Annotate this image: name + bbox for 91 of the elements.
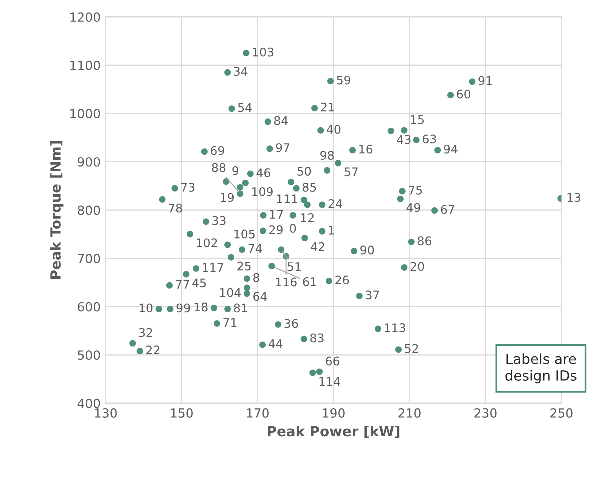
annotation: 20: [410, 262, 424, 272]
annotation: 78: [169, 204, 182, 213]
annotation: 73: [182, 183, 195, 192]
annotation: 36: [284, 319, 298, 328]
annotation: 116: [276, 278, 297, 287]
annotation: 91: [478, 76, 492, 86]
annotation: 44: [268, 340, 283, 348]
x-tick-label: 230: [474, 408, 497, 418]
annotation: 21: [321, 102, 334, 112]
x-tick-label: 210: [398, 408, 421, 418]
annotation: 117: [203, 263, 224, 272]
annotation: 25: [238, 262, 251, 271]
annotation: 49: [406, 203, 420, 212]
annotation: 85: [302, 183, 316, 192]
annotation: 88: [212, 163, 226, 172]
annotation: 8: [254, 273, 260, 282]
annotation: 34: [234, 67, 248, 76]
annotation: 1: [329, 226, 334, 235]
annotation: 22: [146, 346, 160, 355]
annotation: 75: [409, 186, 422, 195]
annotation: 10: [140, 304, 153, 313]
x-tick-label: 170: [247, 408, 269, 418]
annotation: 17: [270, 210, 284, 219]
y-axis-title: Peak Torque [Nm]: [50, 141, 64, 279]
y-tick-label: 500: [78, 350, 100, 360]
annotation: 113: [385, 324, 406, 332]
annotation: 46: [256, 168, 270, 178]
annotation: 84: [274, 116, 288, 126]
annotation: 57: [344, 168, 358, 177]
annotation: 71: [224, 318, 237, 328]
annotation: 109: [252, 187, 273, 196]
annotation: 18: [194, 302, 208, 312]
annotation: 26: [336, 276, 350, 285]
y-tick-label: 700: [78, 254, 100, 264]
annotation: 45: [192, 278, 206, 288]
y-tick-label: 900: [78, 157, 100, 167]
annotation: 77: [176, 280, 190, 289]
annotation: 74: [248, 244, 262, 254]
annotation: 51: [288, 262, 301, 272]
annotation: 12: [301, 214, 314, 222]
annotation: 98: [320, 151, 334, 160]
annotation: 54: [238, 104, 252, 112]
annotation: 33: [212, 216, 226, 226]
annotation: 24: [328, 199, 342, 208]
x-tick-label: 150: [171, 408, 193, 418]
annotation: 40: [327, 125, 341, 134]
annotation: 66: [326, 356, 340, 366]
annotation: 69: [211, 146, 224, 156]
annotation: 64: [254, 292, 268, 302]
annotation: 111: [277, 194, 298, 204]
annotation: 60: [457, 90, 471, 99]
annotation: 90: [360, 246, 374, 255]
annotation: 19: [221, 193, 234, 202]
y-tick-label: 800: [78, 206, 100, 216]
annotation: 83: [310, 334, 324, 343]
annotation: 59: [337, 76, 351, 85]
x-tick-label: 250: [550, 408, 573, 418]
annotation: 16: [360, 144, 373, 154]
annotation: 102: [197, 238, 218, 248]
annotation: 67: [441, 205, 454, 214]
annotation: 61: [303, 277, 316, 286]
annotation: 29: [270, 226, 283, 234]
annotation: 9: [232, 166, 239, 176]
annotation: 37: [366, 290, 380, 300]
y-tick-label: 400: [78, 398, 100, 408]
annotation: 15: [411, 116, 424, 124]
annotation: 104: [220, 288, 241, 298]
annotation: 32: [139, 328, 152, 338]
annotation: 94: [444, 144, 458, 154]
y-tick-label: 600: [78, 302, 100, 312]
annotation: 99: [176, 304, 190, 313]
annotation: 0: [290, 224, 296, 234]
y-tick-label: 1200: [70, 12, 100, 22]
annotation: Labels are design IDs: [506, 354, 577, 384]
y-tick-label: 1100: [70, 60, 100, 70]
annotation: 114: [320, 377, 340, 386]
annotation: 86: [418, 236, 432, 246]
annotation: 97: [276, 143, 290, 152]
annotation: 50: [298, 167, 312, 176]
annotation: 63: [422, 134, 436, 144]
annotation: 42: [311, 242, 324, 252]
annotation: 103: [253, 48, 274, 57]
annotation: 105: [234, 230, 255, 239]
annotation: 43: [397, 135, 411, 144]
annotation: 13: [568, 193, 581, 202]
x-tick-label: 190: [323, 408, 345, 418]
annotation: 81: [234, 304, 248, 313]
y-tick-label: 1000: [70, 109, 100, 119]
x-tick-label: 130: [95, 408, 118, 418]
annotation: 52: [405, 344, 418, 354]
x-axis-title: Peak Power [kW]: [268, 426, 400, 438]
